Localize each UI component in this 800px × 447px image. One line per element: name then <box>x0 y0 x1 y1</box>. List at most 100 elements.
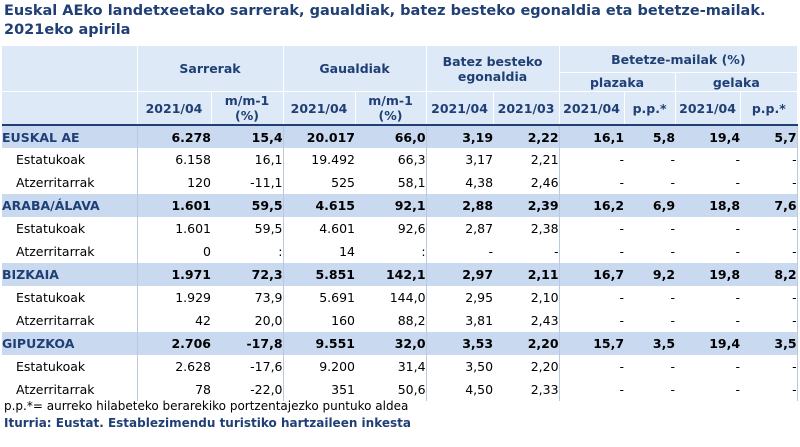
table-row: Estatukoak 6.158 16,1 19.492 66,3 3,17 2,21- - -… <box>2 148 798 171</box>
col-gaualdiak-2021-04: 2021/04 <box>282 91 356 126</box>
table-row: Atzerritarrak 0:14: - - - - - - <box>2 240 798 263</box>
table-cell: 66,3 <box>355 148 427 171</box>
table-cell: - <box>675 240 741 263</box>
table-cell: - <box>740 309 798 332</box>
col-plazaka-2021-04: 2021/04 <box>558 91 625 126</box>
table-cell: 72,3 <box>211 263 284 286</box>
table-cell: 2,38 <box>493 217 560 240</box>
header-egonaldia: Batez besteko egonaldia <box>425 46 560 92</box>
table-cell: 9.551 <box>283 332 356 355</box>
table-cell: 144,0 <box>355 286 427 309</box>
table-cell: 92,6 <box>355 217 427 240</box>
table-cell: 16,1 <box>211 148 284 171</box>
table-row: Atzerritarrak 78 -22,0 351 50,6 4,50 2,33- - - - <box>2 378 798 401</box>
col-plazaka-pp: p.p.* <box>623 91 676 126</box>
table-cell: 2,88 <box>426 194 494 217</box>
table-cell: 15,7 <box>559 332 625 355</box>
table-cell: 2,97 <box>426 263 494 286</box>
table-cell: - <box>426 240 494 263</box>
table-row-group: BIZKAIA 1.971 72,3 5.851 142,1 2,97 2,11 16,7 9,… <box>2 263 798 286</box>
table-cell: 142,1 <box>355 263 427 286</box>
table-cell: 6.278 <box>137 125 211 148</box>
row-label: Atzerritarrak <box>2 171 138 194</box>
table-header: Sarrerak Gaualdiak Batez besteko egonald… <box>2 46 798 126</box>
table-cell: - <box>624 286 676 309</box>
table-cell: 1.929 <box>137 286 211 309</box>
table-body: EUSKAL AE 6.278 15,4 20.017 66,0 3,19 2,22 16,1… <box>2 125 798 401</box>
table-cell: 1.601 <box>137 194 211 217</box>
col-gelaka-2021-04: 2021/04 <box>674 91 741 126</box>
table-cell: 20.017 <box>283 125 356 148</box>
table-row: Estatukoak 1.929 73,9 5.691 144,0 2,95 2,10- - -… <box>2 286 798 309</box>
table-cell: - <box>675 378 741 401</box>
row-label: Estatukoak <box>2 217 138 240</box>
table-cell: 19,8 <box>675 263 741 286</box>
header-gelaka: gelaka <box>674 72 798 92</box>
table-cell: - <box>624 171 676 194</box>
table-cell: 2,20 <box>493 332 560 355</box>
col-gaualdiak-mm1: m/m-1 (%) <box>354 91 427 126</box>
table-cell: - <box>740 286 798 309</box>
table-cell: 16,1 <box>559 125 625 148</box>
table-cell: 6,9 <box>624 194 676 217</box>
table-row: Estatukoak 1.601 59,5 4.601 92,6 2,87 2,38- - - - <box>2 217 798 240</box>
table-cell: - <box>493 240 560 263</box>
table-cell: 4.615 <box>283 194 356 217</box>
table-cell: 2,20 <box>493 355 560 378</box>
table-cell: 1.971 <box>137 263 211 286</box>
row-label: Estatukoak <box>2 355 138 378</box>
table-cell: - <box>740 148 798 171</box>
header-sarrerak: Sarrerak <box>136 46 284 92</box>
table-cell: 7,6 <box>740 194 798 217</box>
table-cell: 88,2 <box>355 309 427 332</box>
table-cell: 15,4 <box>211 125 284 148</box>
row-label: Atzerritarrak <box>2 240 138 263</box>
table-cell: 32,0 <box>355 332 427 355</box>
table-cell: 4.601 <box>283 217 356 240</box>
table-cell: - <box>740 240 798 263</box>
table-cell: 58,1 <box>355 171 427 194</box>
table-cell: 6.158 <box>137 148 211 171</box>
col-sarrerak-2021-04: 2021/04 <box>136 91 211 126</box>
table-cell: 8,2 <box>740 263 798 286</box>
row-label: ARABA/ÁLAVA <box>2 194 138 217</box>
header-blank <box>2 46 137 92</box>
table-cell: - <box>559 355 625 378</box>
table-cell: 2.706 <box>137 332 211 355</box>
table-cell: 78 <box>137 378 211 401</box>
table-cell: - <box>740 355 798 378</box>
table-cell: -11,1 <box>211 171 284 194</box>
table-cell: 0 <box>137 240 211 263</box>
table-row: Atzerritarrak 120 -11,1 525 58,1 4,38 2,46- - - - <box>2 171 798 194</box>
table-cell: 2,21 <box>493 148 560 171</box>
table-cell: 19,4 <box>675 125 741 148</box>
header-gaualdiak: Gaualdiak <box>282 46 427 92</box>
table-cell: 120 <box>137 171 211 194</box>
table-cell: 2,39 <box>493 194 560 217</box>
table-cell: 5.851 <box>283 263 356 286</box>
col-egonaldia-2021-03: 2021/03 <box>492 91 560 126</box>
table-cell: 3,81 <box>426 309 494 332</box>
col-egonaldia-2021-04: 2021/04 <box>425 91 494 126</box>
table-cell: -22,0 <box>211 378 284 401</box>
row-label: Atzerritarrak <box>2 309 138 332</box>
table-cell: 3,5 <box>740 332 798 355</box>
table-row: Estatukoak 2.628 -17,6 9.200 31,4 3,50 2,20- - -… <box>2 355 798 378</box>
table-cell: - <box>624 355 676 378</box>
table-cell: - <box>675 171 741 194</box>
table-cell: 16,2 <box>559 194 625 217</box>
table-cell: 2.628 <box>137 355 211 378</box>
table-row-group: EUSKAL AE 6.278 15,4 20.017 66,0 3,19 2,22 16,1… <box>2 125 798 148</box>
table-cell: - <box>559 309 625 332</box>
table-cell: - <box>740 378 798 401</box>
source-note: Iturria: Eustat. Establezimendu turistik… <box>4 416 411 430</box>
footnote: p.p.*= aurreko hilabeteko berarekiko por… <box>4 399 409 413</box>
table-cell: 19,4 <box>675 332 741 355</box>
table-cell: 4,50 <box>426 378 494 401</box>
table-cell: 3,5 <box>624 332 676 355</box>
table-cell: 1.601 <box>137 217 211 240</box>
table-cell: : <box>355 240 427 263</box>
table-cell: - <box>675 355 741 378</box>
table-row: Atzerritarrak 42 20,0 160 88,2 3,81 2,43- - - - <box>2 309 798 332</box>
table-cell: 59,5 <box>211 194 284 217</box>
